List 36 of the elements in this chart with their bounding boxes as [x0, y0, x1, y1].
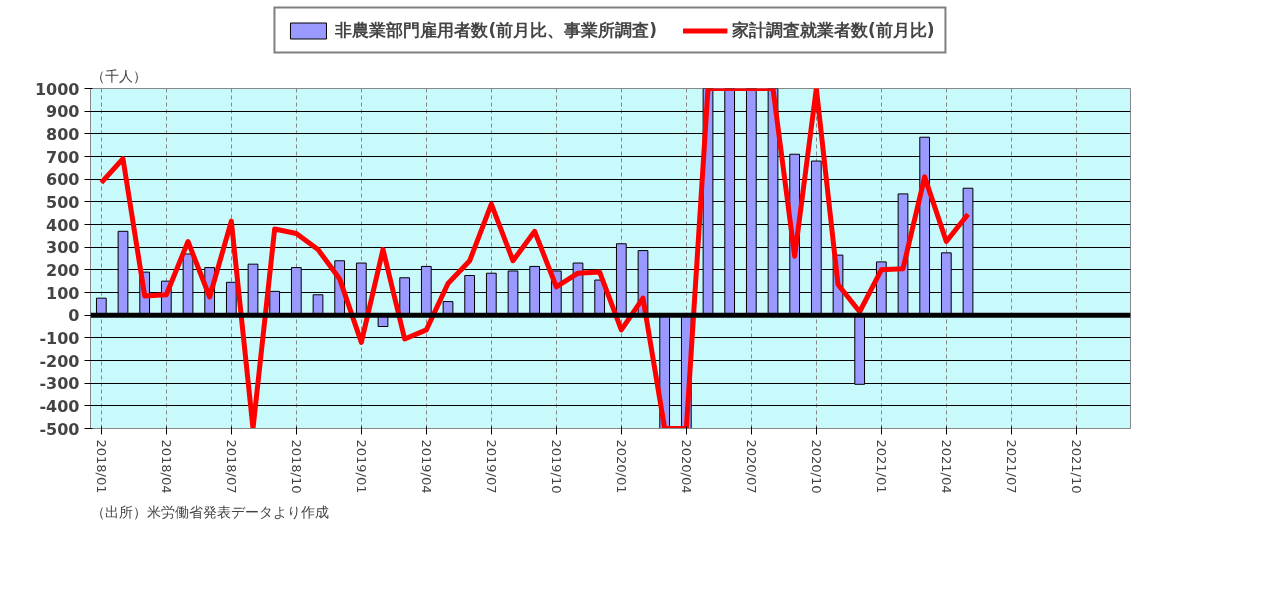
y-tick-label: -500 [39, 419, 80, 439]
x-tick-label: 2019/04 [418, 439, 434, 494]
y-tick-label: -100 [39, 328, 80, 348]
x-tick-label: 2021/01 [873, 439, 889, 494]
y-tick-label: -300 [39, 374, 80, 394]
x-tick-label: 2021/07 [1003, 439, 1019, 494]
x-tick-label: 2020/10 [808, 439, 824, 494]
x-tick-label: 2018/01 [93, 439, 109, 494]
x-tick-label: 2020/04 [678, 439, 694, 494]
x-tick-label: 2019/07 [483, 439, 499, 494]
y-tick-label: -400 [39, 396, 80, 416]
y-tick-label: 700 [46, 147, 80, 167]
y-tick-label: 300 [46, 238, 80, 258]
legend-label: 非農業部門雇用者数(前月比、事業所調査) [335, 18, 657, 42]
x-tick-label: 2020/01 [613, 439, 629, 494]
y-tick-label: 100 [46, 283, 80, 303]
x-tick-label: 2018/04 [158, 439, 174, 494]
y-tick-label: 1000 [34, 79, 80, 99]
x-tick-label: 2019/01 [353, 439, 369, 494]
y-tick-label: 200 [46, 260, 80, 280]
x-tick-label: 2019/10 [548, 439, 564, 494]
y-axis-title: （千人） [90, 67, 147, 84]
y-tick-label: -200 [39, 351, 80, 371]
legend-label: 家計調査就業者数(前月比) [732, 18, 935, 42]
text: （出所）米労働省発表データより作成 [90, 503, 329, 520]
x-tick-label: 2018/07 [223, 439, 239, 494]
y-tick-label: 900 [46, 102, 80, 122]
x-tick-label: 2021/10 [1068, 439, 1084, 494]
y-tick-label: 800 [46, 124, 80, 144]
x-tick-label: 2021/04 [938, 439, 954, 494]
y-tick-label: 500 [46, 192, 80, 212]
x-tick-label: 2020/07 [743, 439, 759, 494]
x-tick-label: 2018/10 [288, 439, 304, 494]
y-tick-label: 600 [46, 170, 80, 190]
y-tick-label: 400 [46, 215, 80, 235]
y-tick-label: 0 [68, 306, 80, 326]
